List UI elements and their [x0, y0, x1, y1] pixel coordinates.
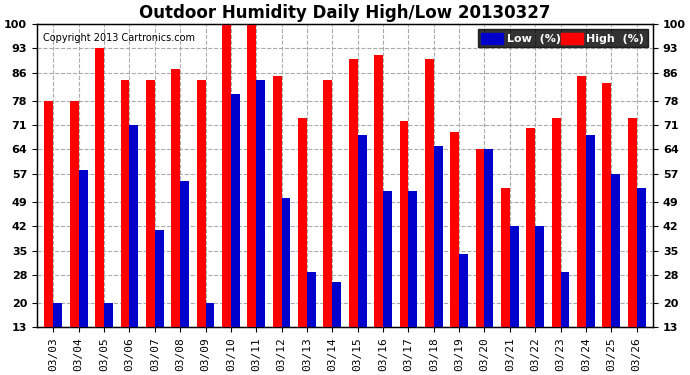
Bar	[451, 132, 459, 327]
Bar	[53, 303, 62, 327]
Bar	[298, 118, 307, 327]
Bar	[248, 24, 256, 327]
Bar	[222, 24, 231, 327]
Bar	[307, 272, 316, 327]
Bar	[324, 80, 333, 327]
Title: Outdoor Humidity Daily High/Low 20130327: Outdoor Humidity Daily High/Low 20130327	[139, 4, 551, 22]
Bar	[357, 135, 366, 327]
Bar	[577, 76, 586, 327]
Bar	[273, 76, 282, 327]
Bar	[146, 80, 155, 327]
Bar	[425, 58, 434, 327]
Bar	[501, 188, 510, 327]
Bar	[383, 191, 392, 327]
Bar	[130, 125, 138, 327]
Bar	[333, 282, 341, 327]
Bar	[637, 188, 646, 327]
Bar	[374, 55, 383, 327]
Bar	[79, 170, 88, 327]
Bar	[586, 135, 595, 327]
Bar	[400, 122, 408, 327]
Bar	[70, 100, 79, 327]
Bar	[611, 174, 620, 327]
Bar	[44, 100, 53, 327]
Bar	[560, 272, 569, 327]
Bar	[121, 80, 130, 327]
Bar	[349, 58, 357, 327]
Bar	[475, 149, 484, 327]
Bar	[256, 80, 265, 327]
Bar	[171, 69, 180, 327]
Bar	[459, 254, 468, 327]
Bar	[231, 93, 239, 327]
Bar	[510, 226, 519, 327]
Bar	[180, 181, 189, 327]
Bar	[526, 128, 535, 327]
Legend: Low  (%), High  (%): Low (%), High (%)	[478, 29, 647, 47]
Bar	[155, 230, 164, 327]
Bar	[434, 146, 442, 327]
Bar	[628, 118, 637, 327]
Bar	[95, 48, 104, 327]
Text: Copyright 2013 Cartronics.com: Copyright 2013 Cartronics.com	[43, 33, 195, 43]
Bar	[552, 118, 560, 327]
Bar	[197, 80, 206, 327]
Bar	[282, 198, 290, 327]
Bar	[484, 149, 493, 327]
Bar	[206, 303, 215, 327]
Bar	[535, 226, 544, 327]
Bar	[408, 191, 417, 327]
Bar	[602, 83, 611, 327]
Bar	[104, 303, 113, 327]
